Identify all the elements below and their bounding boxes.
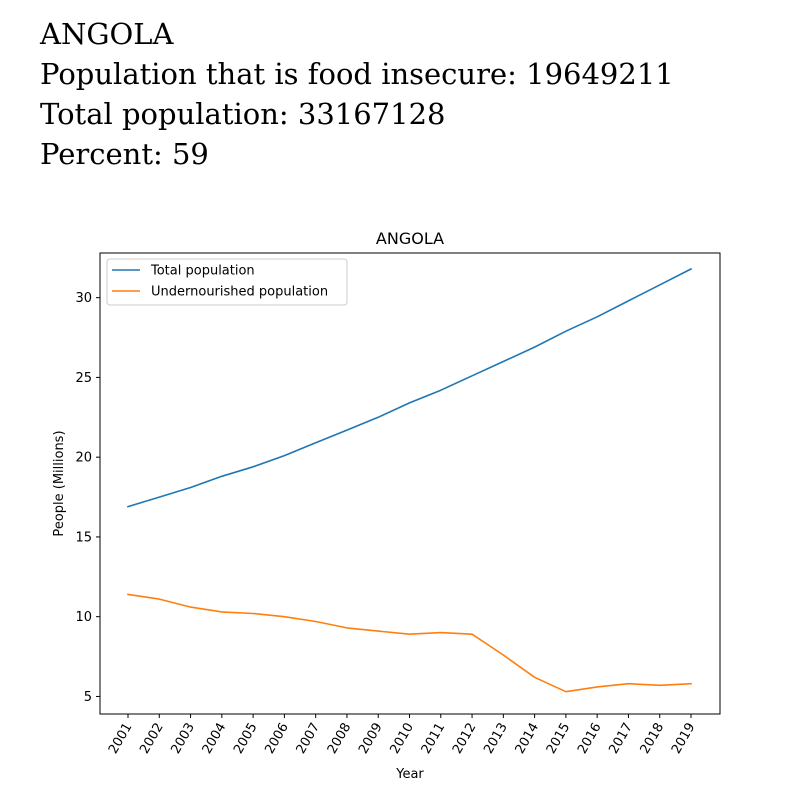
y-axis-label: People (Millions) <box>52 430 67 536</box>
x-tick-label: 2012 <box>450 721 480 757</box>
y-tick-label: 25 <box>75 371 92 386</box>
legend-entry: Total population <box>150 264 255 279</box>
y-tick-label: 20 <box>75 451 92 466</box>
x-tick-label: 2007 <box>294 721 324 757</box>
summary-header: ANGOLA Population that is food insecure:… <box>40 14 674 174</box>
y-tick-label: 10 <box>75 610 92 625</box>
legend: Total population Undernourished populatio… <box>106 258 348 306</box>
undernourished-population-line <box>127 593 692 693</box>
x-tick-label: 2008 <box>325 721 355 757</box>
chart-title: ANGOLA <box>376 229 444 248</box>
x-tick-label: 2009 <box>356 721 386 757</box>
x-axis-label: Year <box>395 767 424 782</box>
country-name: ANGOLA <box>40 17 174 51</box>
x-tick-label: 2003 <box>168 721 198 757</box>
x-tick-label: 2002 <box>137 721 167 757</box>
plot-area-frame <box>99 252 721 715</box>
x-tick-label: 2015 <box>544 721 574 757</box>
x-tick-label: 2005 <box>231 721 261 757</box>
legend-entry: Undernourished population <box>151 285 328 300</box>
legend-box <box>106 258 348 306</box>
x-tick-label: 2010 <box>387 721 417 757</box>
percent-food-insecure: Percent: 59 <box>40 137 209 171</box>
x-tick-label: 2013 <box>481 721 511 757</box>
x-tick-label: 2017 <box>606 721 636 757</box>
x-tick-label: 2014 <box>513 721 543 757</box>
x-tick-label: 2019 <box>669 721 699 757</box>
series-lines <box>127 267 693 693</box>
x-tick-label: 2001 <box>106 721 136 757</box>
x-tick-label: 2018 <box>638 721 668 757</box>
total-population-line <box>127 267 693 508</box>
y-tick-label: 5 <box>84 690 92 705</box>
total-population-count: Total population: 33167128 <box>40 97 446 131</box>
y-tick-label: 30 <box>75 291 92 306</box>
food-insecure-count: Population that is food insecure: 196492… <box>40 57 674 91</box>
x-tick-label: 2004 <box>200 721 230 757</box>
x-tick-label: 2011 <box>419 721 449 757</box>
x-tick-label: 2006 <box>262 721 292 757</box>
x-tick-label: 2016 <box>575 721 605 757</box>
y-tick-label: 15 <box>75 530 92 545</box>
